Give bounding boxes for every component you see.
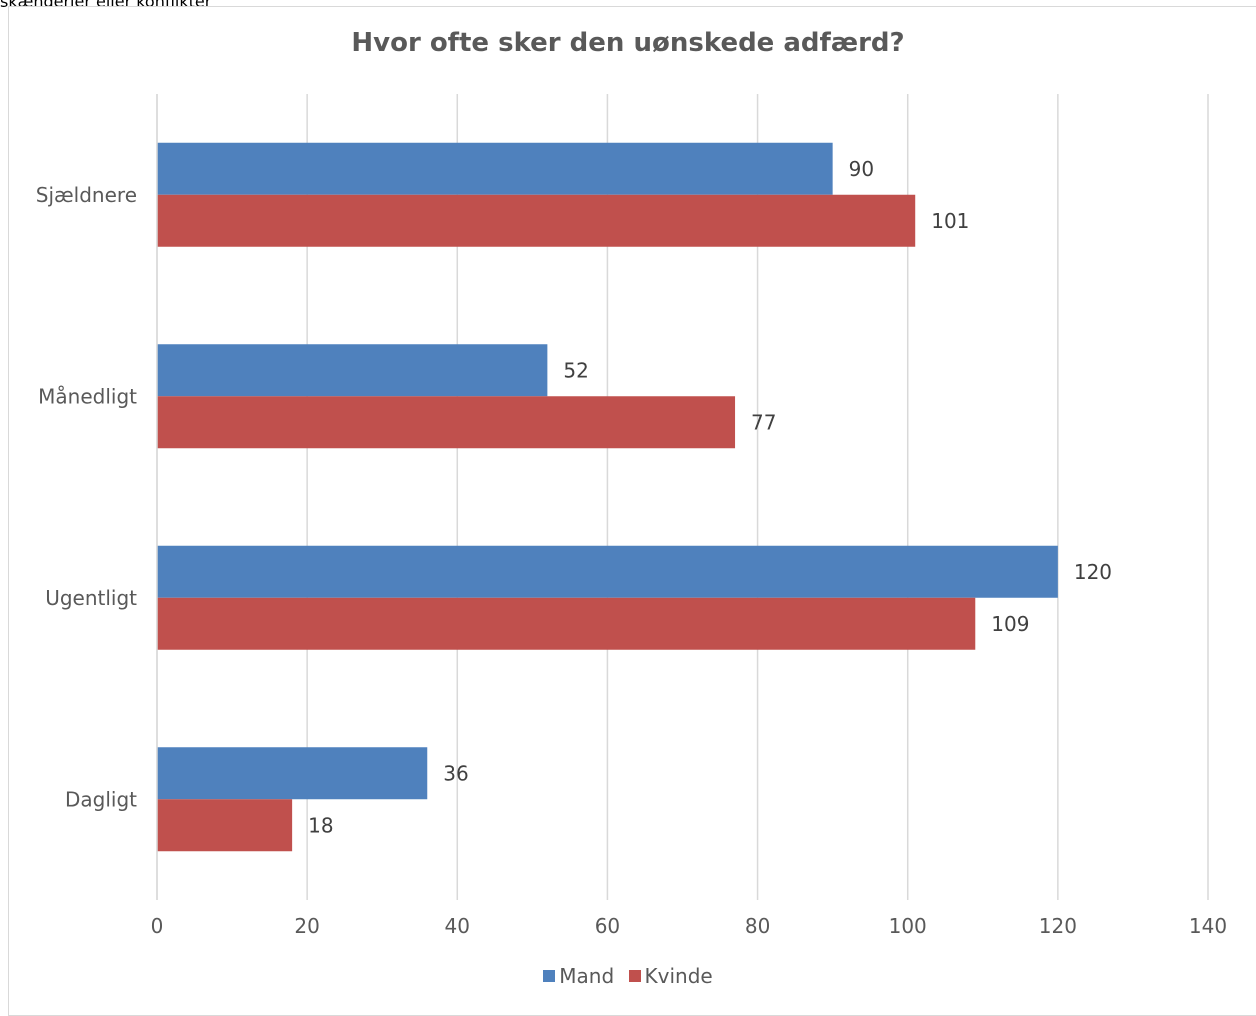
data-label: 52 (563, 358, 588, 382)
x-tick-label: 0 (151, 914, 164, 938)
legend-label-kvinde: Kvinde (644, 964, 713, 988)
bar-mand (157, 344, 548, 397)
header-fragment: skænderier eller konflikter (0, 0, 211, 11)
data-label: 120 (1074, 560, 1112, 584)
data-label: 90 (849, 157, 874, 181)
legend-label-mand: Mand (559, 964, 615, 988)
x-tick-label: 100 (889, 914, 927, 938)
data-label: 36 (443, 761, 468, 785)
bar-kvinde (157, 597, 976, 650)
data-label: 77 (751, 410, 776, 434)
bar-mand (157, 747, 428, 800)
chart-title: Hvor ofte sker den uønskede adfærd? (351, 28, 905, 58)
bar-mand (157, 545, 1058, 598)
legend-swatch-kvinde (628, 970, 641, 982)
category-label: Ugentligt (45, 586, 137, 610)
legend-item-kvinde: Kvinde (628, 964, 713, 988)
data-label: 109 (991, 612, 1029, 636)
data-label: 101 (931, 209, 969, 233)
category-label: Sjældnere (36, 183, 137, 207)
category-label: Månedligt (38, 384, 137, 408)
chart-legend: Mand Kvinde (0, 963, 1256, 988)
bar-kvinde (157, 799, 293, 852)
x-tick-label: 80 (745, 914, 770, 938)
category-label: Dagligt (65, 787, 137, 811)
bar-mand (157, 142, 833, 195)
bar-kvinde (157, 396, 736, 449)
x-tick-label: 120 (1039, 914, 1077, 938)
legend-item-mand: Mand (543, 964, 614, 988)
x-tick-label: 140 (1189, 914, 1227, 938)
bar-kvinde (157, 194, 916, 247)
data-label: 18 (308, 813, 333, 837)
legend-swatch-mand (543, 970, 556, 982)
x-tick-label: 60 (595, 914, 620, 938)
x-tick-label: 20 (294, 914, 319, 938)
x-tick-label: 40 (445, 914, 470, 938)
